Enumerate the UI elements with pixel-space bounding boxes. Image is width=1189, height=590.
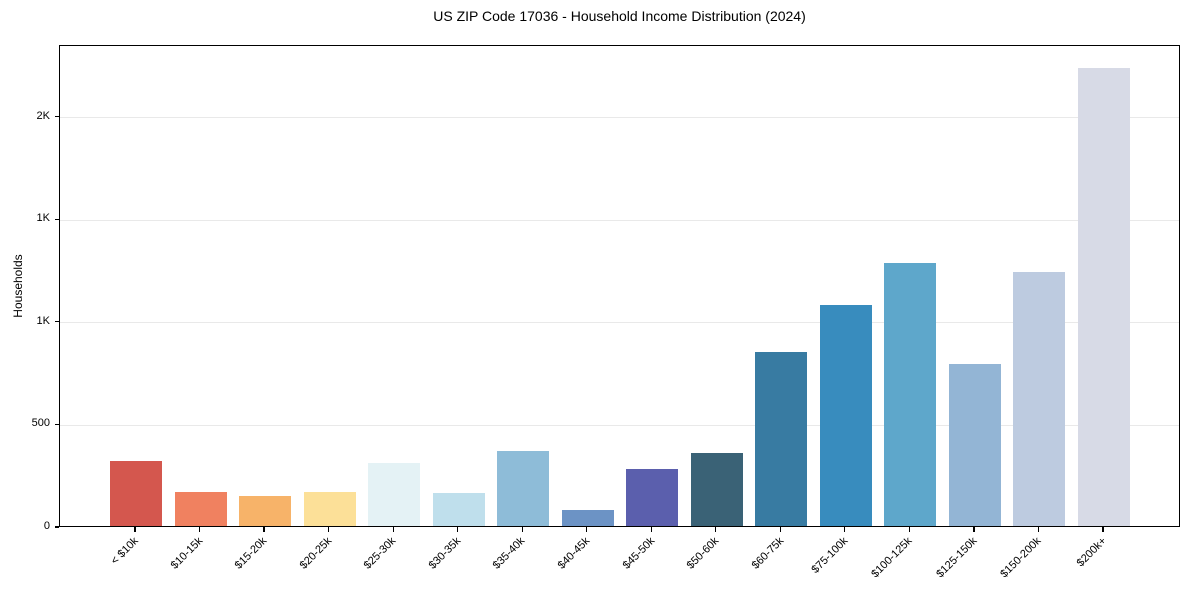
plot-area xyxy=(59,45,1180,527)
x-tick-label-text: $10-15k xyxy=(168,535,206,572)
bar-20-25k xyxy=(303,492,356,526)
x-tick-mark-9 xyxy=(715,527,717,532)
gridline-1000 xyxy=(60,322,1179,324)
gridline-500 xyxy=(60,424,1179,426)
bar-100-125k xyxy=(884,263,937,526)
y-tick-mark-1500 xyxy=(54,218,59,220)
x-tick-label-text: $45-50k xyxy=(620,535,657,572)
y-tick-mark-500 xyxy=(54,423,59,426)
bar-75-100k xyxy=(819,304,872,526)
x-tick-label-text: $60-75k xyxy=(749,535,786,572)
x-tick-label-text: $15-20k xyxy=(232,535,270,572)
y-tick-label-500: 500 xyxy=(31,417,50,430)
x-tick-label-text: $100-125k xyxy=(869,535,915,581)
y-tick-label-0: 0 xyxy=(43,520,50,532)
gridline-1500 xyxy=(60,219,1179,221)
x-tick-label-text: $20-25k xyxy=(297,535,335,572)
y-tick-label-1500: 1K xyxy=(36,212,50,225)
bar-45-50k xyxy=(626,469,679,526)
x-tick-mark-4 xyxy=(392,527,394,532)
x-tick-label-text: $50-60k xyxy=(684,535,722,572)
x-tick-mark-10 xyxy=(779,527,781,532)
y-tick-label-2000: 2K xyxy=(36,109,50,122)
x-tick-label-text: $35-40k xyxy=(491,535,528,572)
x-tick-mark-8 xyxy=(650,527,652,532)
x-tick-mark-12 xyxy=(908,527,910,532)
y-tick-label-1000: 1K xyxy=(36,314,50,327)
gridline-2000 xyxy=(60,117,1179,119)
bar-60-75k xyxy=(755,351,808,526)
y-tick-mark-0 xyxy=(54,526,59,528)
x-tick-mark-0 xyxy=(134,527,136,532)
bar-200k xyxy=(1078,67,1130,526)
x-tick-mark-6 xyxy=(521,527,523,532)
chart-title: US ZIP Code 17036 - Household Income Dis… xyxy=(433,8,806,24)
bar-35-40k xyxy=(497,451,550,526)
x-tick-label-text: $150-200k xyxy=(998,535,1044,581)
bar-125-150k xyxy=(948,363,1001,526)
bar-10-15k xyxy=(174,492,227,526)
bar-40-45k xyxy=(561,509,614,526)
y-tick-mark-2000 xyxy=(54,116,59,118)
bar-10k xyxy=(110,461,162,526)
x-tick-label-text: $75-100k xyxy=(809,535,851,576)
bar-30-35k xyxy=(432,493,485,526)
x-tick-mark-2 xyxy=(263,527,265,532)
x-tick-label-text: $200k+ xyxy=(1074,535,1109,570)
bar-50-60k xyxy=(690,453,743,526)
y-tick-mark-1000 xyxy=(54,321,59,323)
x-tick-mark-5 xyxy=(457,527,459,532)
bar-15-20k xyxy=(239,496,292,526)
x-tick-mark-3 xyxy=(328,527,330,532)
bar-150-200k xyxy=(1013,271,1066,526)
y-axis-label: Households xyxy=(11,254,25,318)
x-tick-label-text: < $10k xyxy=(108,535,141,568)
x-tick-mark-15 xyxy=(1102,527,1104,532)
x-tick-label-text: $30-35k xyxy=(426,535,464,572)
x-tick-mark-14 xyxy=(1037,527,1040,532)
x-tick-mark-13 xyxy=(973,527,975,532)
x-tick-label-text: $25-30k xyxy=(362,535,399,572)
x-tick-label-text: $40-45k xyxy=(555,535,593,572)
bar-25-30k xyxy=(368,463,421,526)
x-tick-mark-1 xyxy=(198,527,201,532)
x-tick-mark-11 xyxy=(844,527,846,532)
x-tick-label-text: $125-150k xyxy=(934,535,980,581)
x-tick-mark-7 xyxy=(586,527,588,532)
